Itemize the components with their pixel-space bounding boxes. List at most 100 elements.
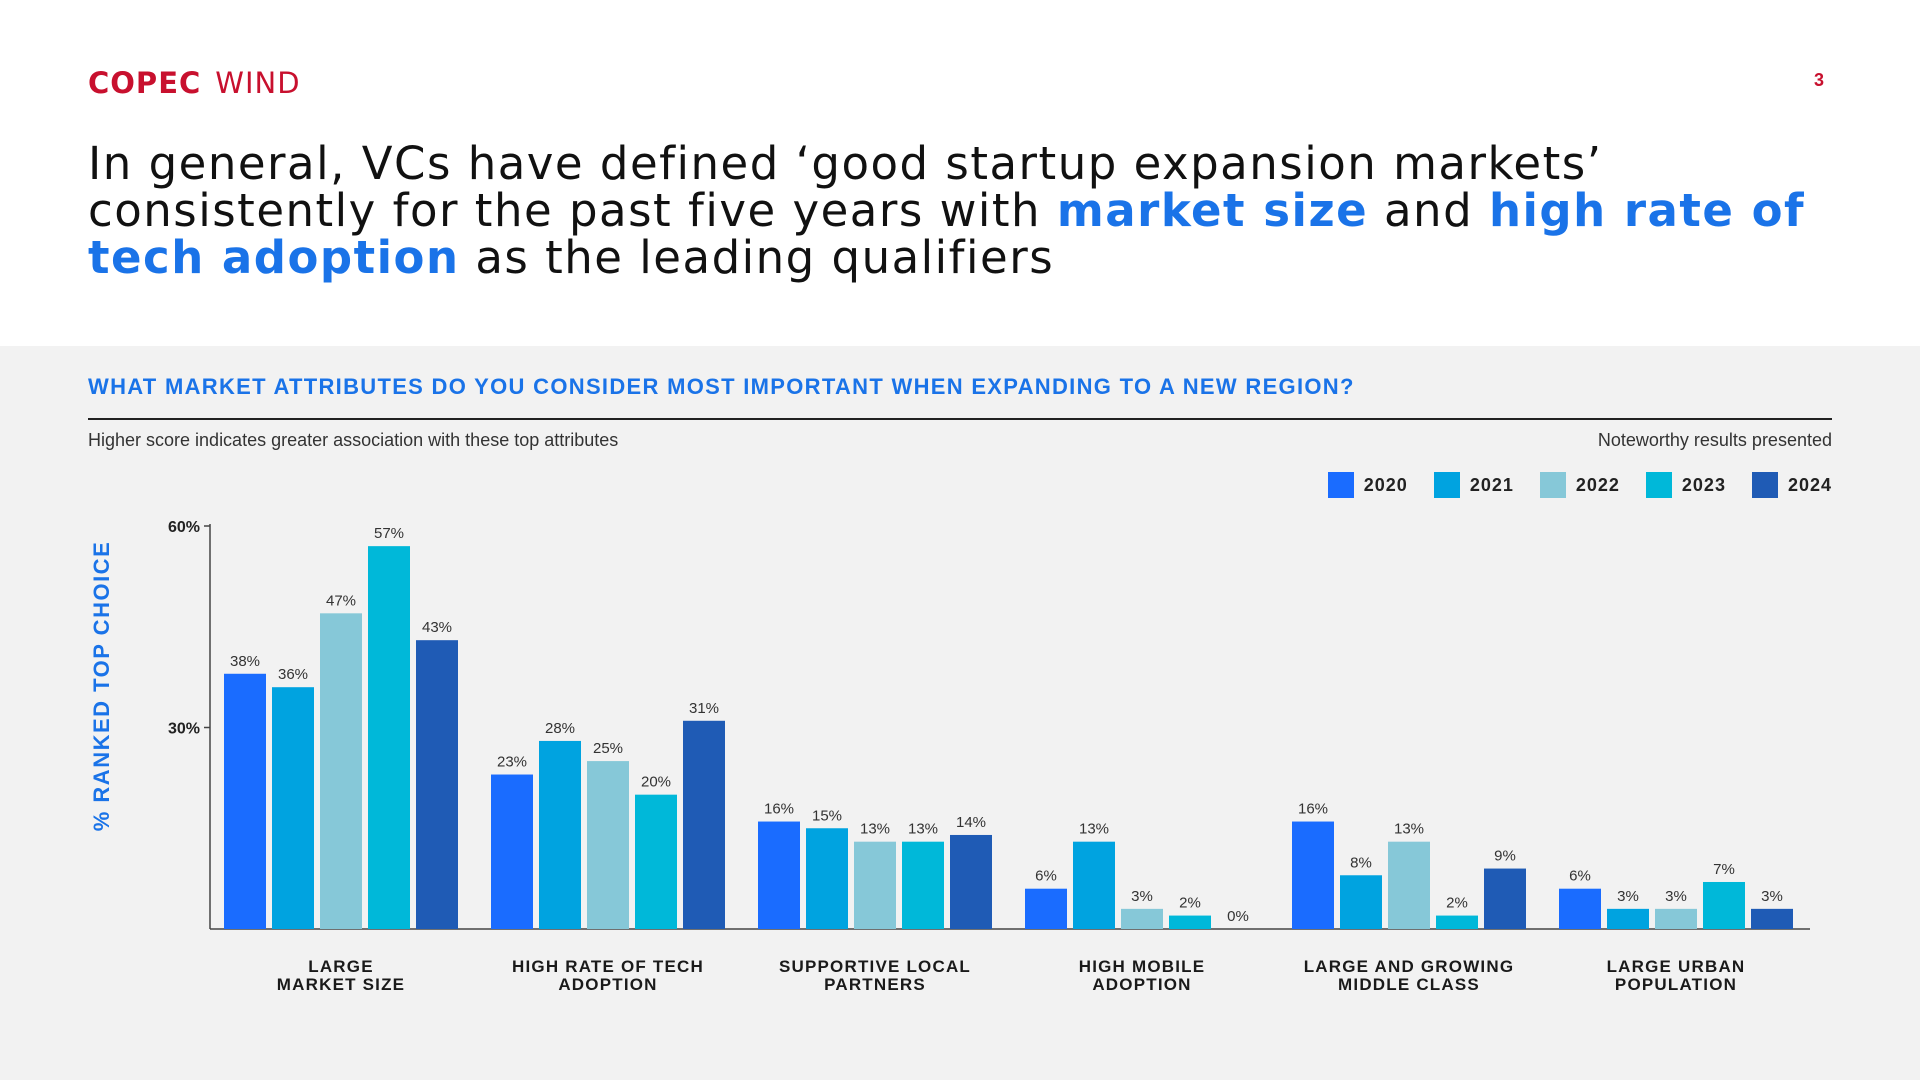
headline-part-1: In general, VCs have defined ‘good start… (88, 137, 1603, 237)
data-label: 16% (1298, 801, 1328, 818)
y-tick-label: 60% (168, 519, 200, 536)
category-label: SUPPORTIVE LOCAL (779, 957, 971, 976)
bar-2022 (854, 841, 896, 929)
legend-label: 2020 (1363, 474, 1408, 495)
chart-legend: 2020 2021 2022 2023 2024 (1327, 472, 1832, 498)
legend-label: 2024 (1787, 474, 1832, 495)
bar-2021 (1607, 908, 1649, 929)
data-label: 14% (956, 814, 986, 831)
data-label: 3% (1131, 888, 1153, 905)
legend-label: 2021 (1469, 474, 1514, 495)
category-label: MIDDLE CLASS (1338, 975, 1480, 994)
page-number: 3 (1813, 70, 1824, 90)
category-label: ADOPTION (558, 975, 657, 994)
survey-question: WHAT MARKET ATTRIBUTES DO YOU CONSIDER M… (88, 374, 1355, 399)
bar-2023 (635, 794, 677, 929)
copec-wind-logo: COPEC WIND (88, 66, 301, 100)
bar-2023 (1169, 915, 1211, 929)
data-label: 25% (593, 740, 623, 757)
bar-2021 (539, 740, 581, 929)
legend-swatch (1433, 472, 1460, 498)
category-label: LARGE (308, 957, 374, 976)
data-label: 16% (764, 801, 794, 818)
y-tick-label: 30% (168, 721, 200, 738)
legend-swatch (1751, 472, 1778, 498)
data-label: 57% (374, 525, 404, 542)
bar-2024 (1751, 908, 1793, 929)
data-label: 15% (812, 807, 842, 824)
data-label: 6% (1035, 868, 1057, 885)
logo-brand: COPEC (88, 66, 202, 100)
bar-2020 (758, 821, 800, 929)
legend-item-2020: 2020 (1327, 472, 1408, 498)
headline-highlight-market-size: market size (1056, 184, 1369, 237)
bar-2020 (224, 673, 266, 929)
bar-2022 (587, 761, 629, 929)
data-label: 6% (1569, 868, 1591, 885)
bar-2023 (368, 546, 410, 929)
divider-rule (88, 418, 1832, 420)
bar-2022 (320, 613, 362, 929)
data-label: 20% (641, 774, 671, 791)
bar-2021 (272, 687, 314, 929)
headline-part-2: and (1368, 184, 1489, 237)
data-label: 36% (278, 666, 308, 683)
chart-note-left: Higher score indicates greater associati… (88, 430, 619, 450)
bar-2022 (1121, 908, 1163, 929)
bar-2020 (1559, 888, 1601, 929)
chart-note-right: Noteworthy results presented (1597, 430, 1832, 450)
data-label: 43% (422, 619, 452, 636)
category-label: HIGH RATE OF TECH (512, 957, 704, 976)
bar-2023 (1703, 881, 1745, 929)
data-label: 13% (1079, 821, 1109, 838)
category-label: LARGE AND GROWING (1304, 957, 1515, 976)
bar-2024 (950, 834, 992, 929)
data-label: 13% (908, 821, 938, 838)
bar-2024 (1484, 868, 1526, 929)
bar-2022 (1655, 908, 1697, 929)
data-label: 13% (1394, 821, 1424, 838)
bar-2024 (683, 720, 725, 929)
bar-2020 (491, 774, 533, 929)
bar-2023 (902, 841, 944, 929)
data-label: 8% (1350, 854, 1372, 871)
data-label: 47% (326, 592, 356, 609)
legend-item-2023: 2023 (1645, 472, 1726, 498)
headline-highlight-tech-adoption: high rate of tech adoption (88, 184, 1806, 284)
bar-2024 (416, 640, 458, 929)
category-label: MARKET SIZE (277, 975, 405, 994)
data-label: 2% (1446, 895, 1468, 912)
data-label: 38% (230, 653, 260, 670)
bar-2020 (1025, 888, 1067, 929)
legend-item-2024: 2024 (1751, 472, 1832, 498)
slide-headline: In general, VCs have defined ‘good start… (88, 140, 1848, 281)
bar-2020 (1292, 821, 1334, 929)
data-label: 31% (689, 700, 719, 717)
data-label: 7% (1713, 861, 1735, 878)
data-label: 3% (1617, 888, 1639, 905)
category-label: PARTNERS (824, 975, 926, 994)
data-label: 0% (1227, 908, 1249, 925)
data-label: 23% (497, 754, 527, 771)
legend-label: 2022 (1575, 474, 1620, 495)
data-label: 3% (1761, 888, 1783, 905)
bar-2023 (1436, 915, 1478, 929)
data-label: 2% (1179, 895, 1201, 912)
logo-sub: WIND (215, 66, 301, 100)
category-label: LARGE URBAN (1607, 957, 1746, 976)
category-label: POPULATION (1615, 975, 1737, 994)
data-label: 3% (1665, 888, 1687, 905)
legend-swatch (1327, 472, 1354, 498)
bar-2021 (1340, 875, 1382, 929)
category-label: HIGH MOBILE (1079, 957, 1206, 976)
data-label: 28% (545, 720, 575, 737)
legend-item-2021: 2021 (1433, 472, 1514, 498)
bar-2022 (1388, 841, 1430, 929)
headline-part-3: as the leading qualifiers (459, 231, 1055, 284)
bar-2021 (1073, 841, 1115, 929)
legend-swatch (1645, 472, 1672, 498)
legend-swatch (1539, 472, 1566, 498)
data-label: 13% (860, 821, 890, 838)
legend-label: 2023 (1681, 474, 1726, 495)
